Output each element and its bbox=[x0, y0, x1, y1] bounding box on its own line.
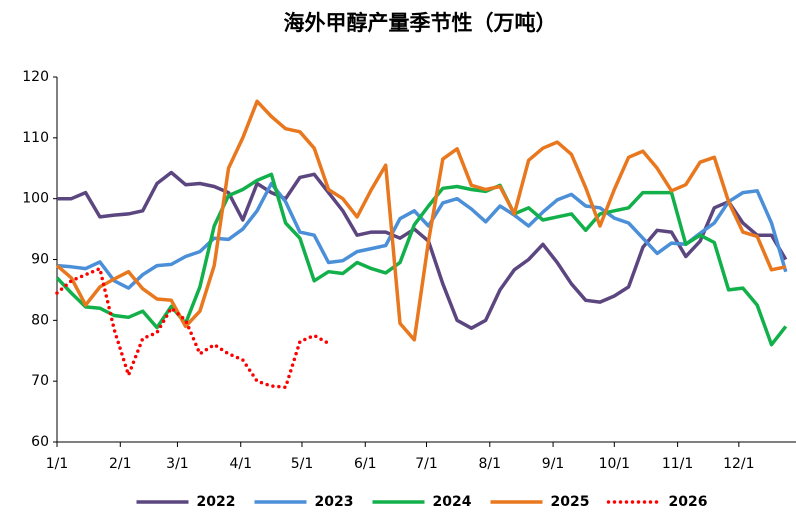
legend-label: 2026 bbox=[669, 494, 708, 510]
legend-item: 2025 bbox=[490, 494, 590, 510]
x-tick-label: 12/1 bbox=[723, 456, 754, 472]
y-tick-label: 120 bbox=[22, 69, 49, 85]
y-tick-label: 100 bbox=[22, 191, 49, 207]
series-line bbox=[56, 181, 788, 290]
legend-item: 2022 bbox=[136, 494, 236, 510]
legend-label: 2023 bbox=[315, 494, 354, 510]
series-line bbox=[57, 170, 788, 330]
y-tick-label: 90 bbox=[31, 252, 49, 268]
y-tick-label: 70 bbox=[31, 373, 49, 389]
legend-label: 2025 bbox=[551, 494, 590, 510]
y-tick-label: 110 bbox=[22, 130, 49, 146]
x-tick-label: 11/1 bbox=[662, 456, 693, 472]
series-line bbox=[55, 266, 331, 390]
x-tick-label: 4/1 bbox=[229, 456, 252, 472]
y-tick-label: 80 bbox=[31, 312, 49, 328]
x-tick-label: 1/1 bbox=[46, 456, 69, 472]
legend-item: 2026 bbox=[606, 494, 708, 510]
y-tick-label: 60 bbox=[31, 434, 49, 450]
chart-title: 海外甲醇产量季节性（万吨） bbox=[284, 11, 557, 35]
legend-item: 2024 bbox=[372, 494, 472, 510]
legend-label: 2022 bbox=[197, 494, 236, 510]
x-tick-label: 6/1 bbox=[354, 456, 377, 472]
legend-item: 2023 bbox=[254, 494, 354, 510]
x-tick-label: 7/1 bbox=[415, 456, 438, 472]
x-tick-label: 2/1 bbox=[109, 456, 132, 472]
x-tick-label: 9/1 bbox=[542, 456, 565, 472]
x-tick-label: 10/1 bbox=[599, 456, 630, 472]
series-line bbox=[55, 172, 788, 347]
legend-label: 2024 bbox=[433, 494, 472, 510]
x-tick-label: 8/1 bbox=[479, 456, 502, 472]
x-tick-label: 3/1 bbox=[166, 456, 189, 472]
x-tick-label: 5/1 bbox=[291, 456, 314, 472]
